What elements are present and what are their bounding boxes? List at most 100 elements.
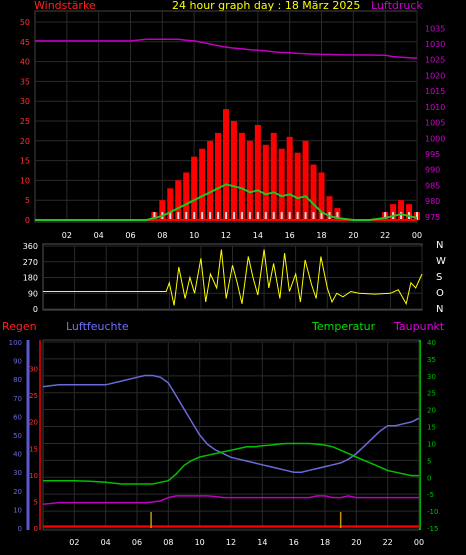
rain-tick-label: 20 xyxy=(29,419,38,427)
x-tick-label: 08 xyxy=(163,538,173,547)
wind-average-line xyxy=(35,183,418,221)
wind-gust-bar xyxy=(302,140,309,220)
temperature-tick-label: 25 xyxy=(427,390,436,398)
dewpoint-axis-title: Taupunkt xyxy=(393,320,445,333)
humidity-line xyxy=(42,374,420,473)
direction-tick-label: 180 xyxy=(23,274,38,283)
wind-tick-label: 10 xyxy=(20,176,30,185)
direction-tick-label: 360 xyxy=(23,242,38,251)
rain-tick-label: 10 xyxy=(29,472,38,480)
wind-tick-label: 5 xyxy=(25,196,30,205)
pressure-tick-label: 975 xyxy=(425,213,440,222)
rain-tick-label: 25 xyxy=(29,392,38,400)
wind-gust-bar xyxy=(310,164,317,220)
wind-gust-bar xyxy=(159,200,166,220)
x-tick-label: 08 xyxy=(157,231,167,240)
direction-tick-label: 0 xyxy=(33,305,38,314)
wind-low-bar xyxy=(177,212,180,220)
dewpoint-line xyxy=(42,495,419,506)
x-tick-label: 22 xyxy=(383,538,393,547)
wind-low-bar xyxy=(280,212,283,220)
wind-gust-bar xyxy=(254,124,261,220)
pressure-tick-label: 1030 xyxy=(425,40,445,49)
wind-low-bar xyxy=(304,212,307,220)
x-tick-label: 02 xyxy=(69,538,79,547)
rain-tick-label: 0 xyxy=(34,525,38,533)
pressure-axis-title: Luftdruck xyxy=(371,0,423,12)
x-tick-label: 06 xyxy=(132,538,142,547)
wind-low-bar xyxy=(336,212,339,220)
x-tick-label: 00 xyxy=(412,231,422,240)
temperature-axis-title: Temperatur xyxy=(311,320,376,333)
compass-tick-label: W xyxy=(436,256,446,267)
temperature-tick-label: 40 xyxy=(427,339,436,347)
wind-tick-label: 30 xyxy=(20,97,30,106)
wind-tick-label: 15 xyxy=(20,157,30,166)
wind-low-bar xyxy=(153,212,156,220)
x-tick-label: 18 xyxy=(320,538,330,547)
humidity-tick-label: 70 xyxy=(13,395,22,403)
wind-direction-line xyxy=(43,249,423,306)
x-tick-label: 04 xyxy=(94,231,104,240)
wind-gust-bar xyxy=(215,132,222,220)
temperature-tick-label: 20 xyxy=(427,407,436,415)
wind-low-bar xyxy=(225,212,227,220)
pressure-tick-label: 990 xyxy=(425,166,440,175)
humidity-tick-label: 100 xyxy=(9,339,22,347)
temperature-tick-label: 35 xyxy=(427,356,436,364)
humidity-tick-label: 80 xyxy=(13,376,22,384)
humidity-tick-label: 20 xyxy=(13,488,22,496)
wind-low-bar xyxy=(201,212,204,220)
wind-low-bar xyxy=(217,212,220,220)
temperature-tick-label: -15 xyxy=(427,525,438,533)
wind-low-bar xyxy=(384,212,387,220)
pressure-tick-label: 1020 xyxy=(425,71,445,80)
pressure-tick-label: 995 xyxy=(425,150,440,159)
wind-low-bar xyxy=(288,212,291,220)
wind-gust-bar xyxy=(278,148,285,220)
wind-low-bar xyxy=(232,212,235,220)
temperature-line xyxy=(43,442,419,485)
x-tick-label: 06 xyxy=(125,231,135,240)
x-tick-label: 16 xyxy=(285,231,295,240)
wind-gust-bar xyxy=(246,140,253,220)
wind-tick-label: 40 xyxy=(20,58,30,67)
wind-gust-bar xyxy=(262,144,269,220)
direction-tick-label: 90 xyxy=(28,289,38,298)
humidity-tick-label: 90 xyxy=(13,358,22,366)
compass-tick-label: O xyxy=(436,288,444,299)
x-tick-label: 16 xyxy=(289,538,299,547)
pressure-tick-label: 980 xyxy=(425,197,440,206)
wind-gust-bar xyxy=(230,121,237,220)
wind-axis-title: Windstärke xyxy=(34,0,96,12)
x-tick-label: 14 xyxy=(257,538,267,547)
humidity-tick-label: 50 xyxy=(13,432,22,440)
temperature-tick-label: 0 xyxy=(427,474,431,482)
pressure-tick-label: 1000 xyxy=(425,134,445,143)
x-tick-label: 12 xyxy=(226,538,236,547)
wind-gust-bar xyxy=(270,132,277,220)
wind-gust-bar xyxy=(167,188,174,220)
wind-low-bar xyxy=(248,212,251,220)
x-tick-label: 22 xyxy=(380,231,390,240)
wind-tick-label: 0 xyxy=(25,216,30,225)
wind-gust-bar xyxy=(175,180,182,220)
wind-low-bar xyxy=(240,212,243,220)
pressure-tick-label: 1015 xyxy=(425,87,445,96)
x-tick-label: 14 xyxy=(253,231,263,240)
wind-low-bar xyxy=(400,212,403,220)
wind-low-bar xyxy=(416,212,418,220)
x-tick-label: 10 xyxy=(189,231,199,240)
wind-low-bar xyxy=(193,212,196,220)
x-tick-label: 20 xyxy=(348,231,358,240)
pressure-tick-label: 985 xyxy=(425,181,440,190)
page-title: 24 hour graph day : 18 März 2025 xyxy=(172,0,360,12)
temperature-tick-label: -10 xyxy=(427,508,438,516)
wind-gust-bar xyxy=(199,148,206,220)
wind-low-bar xyxy=(256,212,259,220)
compass-tick-label: N xyxy=(436,240,443,251)
wind-gust-bar xyxy=(294,152,301,220)
wind-tick-label: 45 xyxy=(20,38,30,47)
